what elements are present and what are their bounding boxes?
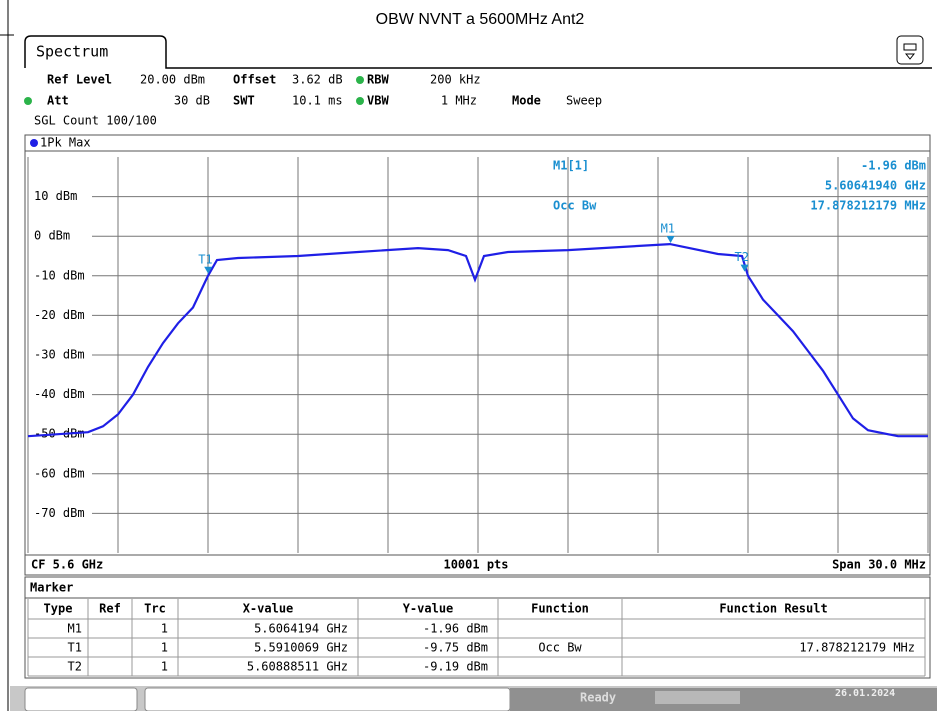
table-cell: 17.878212179 MHz (799, 641, 915, 655)
setting: 1 MHz (441, 94, 477, 108)
title: OBW NVNT a 5600MHz Ant2 (376, 11, 585, 28)
status-state: Ready (580, 691, 616, 705)
column-header: Function Result (719, 602, 827, 616)
setting: RBW (367, 73, 389, 87)
marker-freq: 5.60641940 GHz (825, 179, 926, 193)
table-cell: T2 (68, 660, 82, 674)
y-tick-label: -20 dBm (34, 308, 85, 322)
y-tick-label: -70 dBm (34, 506, 85, 520)
setting: 20.00 dBm (140, 73, 205, 87)
column-header: Function (531, 602, 589, 616)
table-cell: 5.5910069 GHz (254, 641, 348, 655)
y-tick-label: -10 dBm (34, 268, 85, 282)
table-cell: Occ Bw (538, 641, 582, 655)
setting: 200 kHz (430, 73, 481, 87)
setting: Offset (233, 73, 276, 87)
table-cell: 1 (161, 641, 168, 655)
tab[interactable] (24, 35, 932, 69)
plot: 10 dBm 0 dBm -10 dBm -20 dBm -30 dBm -40 dBm -… (27, 157, 929, 553)
y-tick-label: -60 dBm (34, 466, 85, 480)
y-tick-label: -40 dBm (34, 387, 85, 401)
table-cell: 1 (161, 660, 168, 674)
settings: Ref Level 20.00 dBm Offset 3.62 dB RBW 200 kH… (24, 73, 602, 128)
span: Span 30.0 MHz (832, 558, 926, 572)
y-tick-label: 0 dBm (34, 229, 70, 243)
tab-label[interactable]: Spectrum (36, 43, 108, 61)
setting: 3.62 dB (292, 73, 343, 87)
column-header: Ref (99, 602, 121, 616)
table-cell: 5.60888511 GHz (247, 660, 348, 674)
setting: 10.1 ms (292, 94, 343, 108)
column-header: X-value (243, 602, 294, 616)
points: 10001 pts (443, 558, 508, 572)
column-header: Y-value (403, 602, 454, 616)
table-cell: 5.6064194 GHz (254, 622, 348, 636)
setting: SWT (233, 94, 255, 108)
indicator (356, 97, 364, 105)
icon (903, 43, 917, 60)
setting: 30 dB (174, 94, 210, 108)
marker-table-frame (24, 576, 931, 679)
marker-table: Type Ref Trc X-value Y-value Function Function… (25, 597, 930, 677)
marker-result: 17.878212179 MHz (810, 199, 926, 213)
center-freq: CF 5.6 GHz (31, 558, 103, 572)
marker-function: Occ Bw (553, 199, 597, 213)
setting: SGL Count 100/100 (34, 114, 157, 128)
status-field (24, 687, 138, 711)
table-cell: 1 (161, 622, 168, 636)
column-header: Type (44, 602, 73, 616)
table-cell: -9.19 dBm (423, 660, 488, 674)
progress (655, 691, 740, 704)
y-tick-label: 10 dBm (34, 189, 77, 203)
marker-label: T2 (735, 250, 749, 264)
status-date: 26.01.2024 (835, 688, 895, 699)
table-cell: -1.96 dBm (423, 622, 488, 636)
marker-name: M1[1] (553, 159, 589, 173)
setting: Att (47, 94, 69, 108)
setting: Mode (512, 94, 541, 108)
setting: Ref Level (47, 73, 112, 87)
table-cell: M1 (68, 622, 82, 636)
setting: VBW (367, 94, 389, 108)
trace-dot (30, 139, 38, 147)
marker (204, 266, 213, 274)
marker-label: T1 (198, 252, 212, 266)
table-cell: -9.75 dBm (423, 641, 488, 655)
indicator (24, 97, 32, 105)
trace-label: 1Pk Max (40, 136, 91, 150)
table-cell: T1 (68, 641, 82, 655)
marker-level: -1.96 dBm (861, 159, 926, 173)
y-tick-label: -30 dBm (34, 348, 85, 362)
marker (666, 235, 675, 243)
column-header: Trc (144, 602, 166, 616)
marker (740, 264, 749, 272)
marker-caption: Marker (30, 581, 73, 595)
setting: Sweep (566, 94, 602, 108)
marker-label: M1 (661, 221, 675, 235)
trace (27, 242, 928, 438)
indicator (356, 76, 364, 84)
status-field (144, 687, 511, 711)
